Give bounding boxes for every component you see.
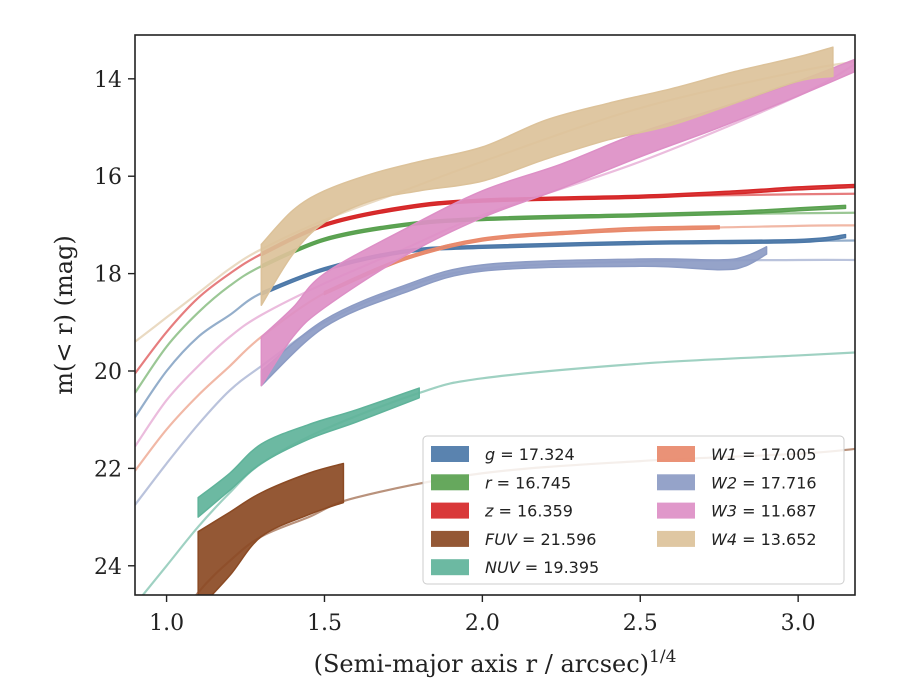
y-tick-label: 14 bbox=[94, 68, 122, 93]
x-axis-ticks: 1.0 1.5 2.0 2.5 3.0 bbox=[149, 595, 816, 636]
legend-item-r: r = 16.745 bbox=[431, 473, 571, 492]
legend-swatch bbox=[657, 446, 695, 462]
legend-label: W1 = 17.005 bbox=[711, 445, 817, 464]
legend-label: FUV = 21.596 bbox=[485, 530, 596, 549]
legend-swatch bbox=[431, 474, 469, 491]
legend-swatch bbox=[431, 502, 469, 519]
observed-band-w2 bbox=[260, 246, 768, 387]
observed-band-w3 bbox=[260, 58, 855, 387]
observed-band-fuv bbox=[197, 462, 345, 595]
y-axis-label: m(< r) (mag) bbox=[50, 235, 78, 394]
legend-label: W3 = 11.687 bbox=[711, 502, 817, 521]
x-tick-label: 1.0 bbox=[149, 611, 184, 636]
observed-band-z bbox=[260, 183, 855, 257]
y-tick-label: 18 bbox=[94, 263, 122, 288]
legend-label: W4 = 13.652 bbox=[711, 530, 817, 549]
legend-label: z = 16.359 bbox=[484, 502, 573, 521]
legend-label: W2 = 17.716 bbox=[711, 473, 817, 492]
legend-label: g = 17.324 bbox=[485, 445, 575, 464]
legend-swatch bbox=[431, 446, 469, 462]
x-tick-label: 2.0 bbox=[465, 611, 500, 636]
observed-band-nuv bbox=[197, 387, 420, 518]
legend-item-g: g = 17.324 bbox=[431, 445, 575, 464]
observed-band-w4 bbox=[260, 46, 834, 307]
legend-swatch bbox=[657, 502, 695, 519]
legend-item-w4: W4 = 13.652 bbox=[657, 530, 817, 549]
legend-label: NUV = 19.395 bbox=[485, 558, 599, 577]
y-tick-label: 22 bbox=[94, 457, 122, 482]
x-axis-label-text: (Semi-major axis r / arcsec) bbox=[314, 650, 649, 678]
legend-item-w3: W3 = 11.687 bbox=[657, 502, 817, 521]
legend-swatch bbox=[431, 530, 469, 547]
legend-label: r = 16.745 bbox=[485, 473, 571, 492]
observed-band-w1 bbox=[323, 225, 720, 296]
legend-item-w1: W1 = 17.005 bbox=[657, 445, 817, 464]
legend-item-z: z = 16.359 bbox=[431, 502, 573, 521]
legend-swatch bbox=[657, 530, 695, 547]
legend-item-w2: W2 = 17.716 bbox=[657, 473, 817, 492]
legend-item-fuv: FUV = 21.596 bbox=[431, 530, 596, 549]
plot-frame bbox=[134, 34, 856, 596]
x-tick-label: 2.5 bbox=[623, 611, 658, 636]
x-axis-label-exponent: 1/4 bbox=[649, 647, 676, 667]
y-tick-label: 20 bbox=[94, 360, 122, 385]
x-tick-label: 3.0 bbox=[781, 611, 816, 636]
observed-bands bbox=[197, 46, 855, 595]
legend-item-nuv: NUV = 19.395 bbox=[431, 558, 599, 577]
y-tick-label: 16 bbox=[94, 165, 122, 190]
y-tick-label: 24 bbox=[94, 555, 122, 580]
legend-swatch bbox=[431, 559, 469, 576]
legend-swatch bbox=[657, 474, 695, 491]
x-tick-label: 1.5 bbox=[307, 611, 342, 636]
legend: g = 17.324 r = 16.745 z = 16.359 FUV = 21.5… bbox=[422, 435, 845, 585]
x-axis-label: (Semi-major axis r / arcsec)1/4 bbox=[314, 647, 677, 678]
legend-box bbox=[422, 435, 845, 585]
y-axis-ticks: 14 16 18 20 22 24 bbox=[94, 68, 135, 580]
